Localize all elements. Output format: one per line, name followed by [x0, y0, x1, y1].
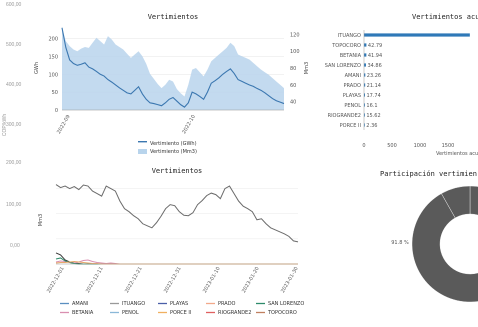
participacion-donut-chart: Participación vertimien 91.8 % — [380, 170, 478, 303]
bar — [364, 53, 367, 57]
slice-label: 91.8 % — [391, 240, 409, 246]
bg-tick: 200,00 — [6, 160, 22, 166]
series-line-gwh — [61, 27, 285, 108]
bg-axis-label: COP/kWh — [2, 113, 9, 137]
legend-label: Vertimiento (Mm3) — [150, 149, 197, 155]
bar-value-label: 2.36 — [366, 123, 377, 129]
category-label: SAN LORENZO — [325, 63, 361, 69]
chart-title: Vertimientos — [148, 13, 199, 21]
category-label: PORCE II — [340, 123, 361, 129]
legend-label: SAN LORENZO — [268, 301, 304, 307]
bar-value-label: 42.79 — [368, 43, 382, 49]
y-tick-label: 150 — [48, 54, 58, 60]
bar-value-label: 17.74 — [366, 93, 380, 99]
legend-label: PRADO — [218, 301, 236, 307]
background-axis: 600,00 500,00 400,00 300,00 200,00 100,0… — [0, 0, 30, 327]
legend-swatch — [138, 141, 147, 143]
x-tick-label: 500 — [387, 143, 397, 149]
x-tick-label: 2023-01-30 — [280, 266, 300, 294]
legend-swatch — [138, 149, 147, 154]
category-label: ITUANGO — [338, 33, 361, 39]
bar — [364, 33, 470, 37]
y2-tick-label: 80 — [290, 66, 296, 72]
bar-value-label: 41.94 — [368, 53, 382, 59]
vertimientos-line-chart: Vertimientos Mm3 2022-12-01 2022-12-11 2022-… — [38, 167, 304, 316]
x-tick-label: 2022-12-11 — [85, 266, 105, 294]
chart-title: Vertimientos acum — [412, 13, 478, 21]
series-line-amani — [55, 252, 298, 265]
x-tick-label: 2022-12-01 — [46, 266, 66, 294]
pie-slice — [441, 185, 471, 219]
bar — [364, 123, 365, 127]
x-tick-label: 1500 — [442, 143, 455, 149]
bar-value-label: 34.86 — [367, 63, 381, 69]
legend-label: PORCE II — [170, 310, 191, 316]
category-label: AMANI — [345, 73, 361, 79]
y-tick-label: 0 — [55, 108, 58, 114]
vertimientos-acum-bar-chart: Vertimientos acum ITUANGO TOPOCORO 42.79 BET… — [325, 13, 478, 157]
vertimientos-area-chart: Vertimientos 0 50 100 150 200 40 60 80 100 120 GWh M… — [34, 13, 310, 155]
y2-tick-label: 40 — [290, 100, 296, 106]
legend-label: PENOL — [122, 310, 139, 316]
bar — [364, 93, 365, 97]
chart-title: Participación vertimien — [380, 170, 477, 178]
chart-title: Vertimientos — [152, 167, 203, 175]
y-tick-label: 200 — [48, 37, 58, 43]
legend-label: Vertimiento (GWh) — [150, 141, 197, 147]
bg-tick: 400,00 — [6, 82, 22, 88]
legend-label: PLAYAS — [170, 301, 188, 307]
bar-value-label: 21.14 — [367, 83, 381, 89]
bar — [364, 63, 366, 67]
y-axis-label: Mm3 — [38, 214, 44, 226]
category-label: BETANIA — [340, 53, 362, 59]
bar-value-label: 16.1 — [366, 103, 377, 109]
y-tick-label: 50 — [52, 90, 58, 96]
y2-tick-label: 60 — [290, 83, 296, 89]
x-tick-label: 2022-09 — [56, 114, 72, 135]
y2-tick-label: 100 — [290, 49, 300, 55]
category-label: RIOGRANDE2 — [328, 113, 361, 119]
y-tick-label: 100 — [48, 72, 58, 78]
bar — [364, 43, 367, 47]
x-axis-label: Vertimientos acu — [436, 151, 478, 157]
y2-axis-label: Mm3 — [304, 62, 310, 74]
x-tick-label: 2022-10 — [181, 114, 197, 135]
bg-tick: 0,00 — [10, 243, 20, 249]
category-label: TOPOCORO — [331, 43, 361, 49]
x-tick-label: 2023-01-10 — [202, 266, 222, 294]
legend-label: ITUANGO — [122, 301, 145, 307]
category-label: PRADO — [344, 83, 362, 89]
bar — [364, 83, 366, 87]
bg-tick: 100,00 — [6, 202, 22, 208]
x-tick-label: 0 — [362, 143, 365, 149]
bar-value-label: 23.26 — [367, 73, 381, 79]
series-line-ituango — [55, 184, 299, 243]
bar — [364, 73, 366, 77]
pie-slice — [411, 185, 478, 303]
category-label: PLAYAS — [343, 93, 361, 99]
bg-tick: 500,00 — [6, 42, 22, 48]
bar — [364, 103, 365, 107]
x-tick-label: 2022-12-21 — [124, 266, 144, 294]
y2-tick-label: 120 — [290, 32, 300, 38]
bar — [364, 113, 365, 117]
x-tick-label: 1000 — [414, 143, 427, 149]
x-tick-label: 2023-01-20 — [241, 266, 261, 294]
legend-label: AMANI — [72, 301, 88, 307]
bg-tick: 300,00 — [6, 122, 22, 128]
x-tick-label: 2022-12-31 — [163, 266, 183, 294]
series-area-mm3 — [62, 27, 284, 110]
legend-label: BETANIA — [72, 310, 94, 316]
bg-tick: 600,00 — [6, 2, 22, 8]
y-axis-label: GWh — [34, 62, 40, 74]
category-label: PENOL — [344, 103, 361, 109]
legend-label: TOPOCORO — [267, 310, 297, 316]
bar-value-label: 15.62 — [366, 113, 380, 119]
legend-label: RIOGRANDE2 — [218, 310, 251, 316]
